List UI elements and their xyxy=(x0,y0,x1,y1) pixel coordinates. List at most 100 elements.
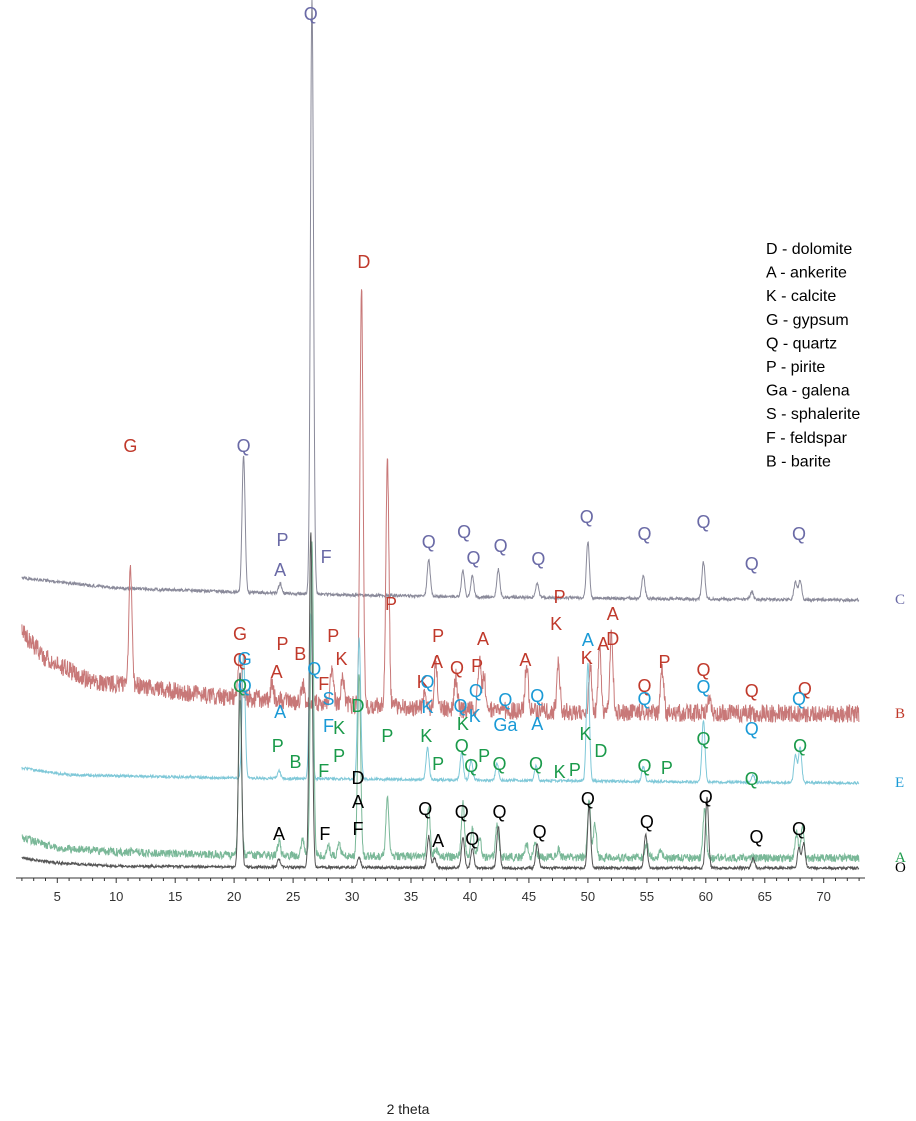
peak-label: K xyxy=(581,648,593,668)
series-label-E: E xyxy=(895,775,904,791)
peak-label: Q xyxy=(498,690,512,710)
peak-label: Q xyxy=(637,689,651,709)
peak-label: A xyxy=(519,650,531,670)
peak-label: A xyxy=(274,702,286,722)
x-axis: 5 10 15 20 25 30 35 40 45 50 55 60 65 70 xyxy=(16,877,865,904)
peak-label: Q xyxy=(450,658,464,678)
x-tick-label: 30 xyxy=(345,889,359,904)
legend-entry: P - pirite xyxy=(766,359,825,376)
peak-label: A xyxy=(432,831,444,851)
peak-label: P xyxy=(661,758,673,778)
peak-label: Q xyxy=(696,660,710,680)
legend-entry: Ga - galena xyxy=(766,383,850,400)
trace-B xyxy=(21,289,860,724)
peak-label: A xyxy=(352,792,364,812)
peak-label: K xyxy=(469,706,481,726)
x-tick-label: 45 xyxy=(522,889,536,904)
peak-label: Q xyxy=(745,554,759,574)
legend-entry: A - ankerite xyxy=(766,265,847,282)
series-labels: C B E AO xyxy=(895,592,906,876)
x-tick-label: 15 xyxy=(168,889,182,904)
peak-label: K xyxy=(417,672,429,692)
peak-label: F xyxy=(318,674,329,694)
peak-label: Q xyxy=(469,681,483,701)
peak-label: Q xyxy=(637,756,651,776)
legend-entry: D - dolomite xyxy=(766,241,852,258)
trace-E xyxy=(21,613,860,786)
peak-label: F xyxy=(319,824,330,844)
legend-entry: Q - quartz xyxy=(766,335,837,352)
peak-label: P xyxy=(333,746,345,766)
x-tick-label: 40 xyxy=(463,889,477,904)
peak-label: K xyxy=(550,614,562,634)
peak-label: P xyxy=(432,754,444,774)
peak-label: K xyxy=(457,714,469,734)
peak-label: A xyxy=(597,634,609,654)
peak-label: Q xyxy=(529,754,543,774)
peak-label: D xyxy=(606,629,619,649)
legend-entry: B - barite xyxy=(766,453,831,470)
peak-label: Q xyxy=(581,789,595,809)
peak-label: A xyxy=(274,560,286,580)
peak-label: G xyxy=(238,649,252,669)
x-tick-label: 20 xyxy=(227,889,241,904)
peak-label: D xyxy=(357,252,370,272)
series-label-C: C xyxy=(895,592,905,608)
peak-label: Q xyxy=(457,522,471,542)
peak-label: B xyxy=(294,644,306,664)
peak-label: S xyxy=(322,689,334,709)
x-tick-label: 70 xyxy=(816,889,830,904)
peak-label: Q xyxy=(492,754,506,774)
peak-label: F xyxy=(318,761,329,781)
legend: D - dolomite A - ankerite K - calcite G - g… xyxy=(766,241,860,470)
legend-entry: S - sphalerite xyxy=(766,406,860,423)
peak-label: Q xyxy=(420,672,434,692)
peak-label: Q xyxy=(792,689,806,709)
peak-label: Q xyxy=(792,819,806,839)
peak-label: Q xyxy=(237,436,251,456)
legend-entry: G - gypsum xyxy=(766,312,849,329)
peak-label: A xyxy=(431,652,443,672)
peak-label: Q xyxy=(531,549,545,569)
peak-label: P xyxy=(276,530,288,550)
peak-label: P xyxy=(381,726,393,746)
peak-label: Q xyxy=(453,696,467,716)
peak-label: Q xyxy=(640,812,654,832)
peak-label: Q xyxy=(637,524,651,544)
peak-label: Q xyxy=(696,512,710,532)
series-label-A: A xyxy=(895,850,906,866)
peak-label: P xyxy=(554,587,566,607)
peak-label: Ga xyxy=(493,715,518,735)
peak-label: Q xyxy=(745,769,759,789)
trace-A xyxy=(21,541,860,864)
legend-entry: K - calcite xyxy=(766,288,836,305)
peak-label: P xyxy=(272,736,284,756)
peak-label: Q xyxy=(307,659,321,679)
x-tick-label: 50 xyxy=(581,889,595,904)
peak-label: Q xyxy=(465,829,479,849)
peak-label: Q xyxy=(304,4,318,24)
peak-label: D xyxy=(352,768,365,788)
peak-label: K xyxy=(335,649,347,669)
peak-label: P xyxy=(478,746,490,766)
x-tick-label: 35 xyxy=(404,889,418,904)
peak-label: Q xyxy=(637,676,651,696)
x-tick-label: 65 xyxy=(758,889,772,904)
series-label-B: B xyxy=(895,706,905,722)
peak-label: Q xyxy=(745,681,759,701)
peak-label: A xyxy=(582,630,594,650)
peak-label: Q xyxy=(696,729,710,749)
legend-entry: F - feldspar xyxy=(766,430,848,447)
peak-label: D xyxy=(594,741,607,761)
peak-label: F xyxy=(321,547,332,567)
peak-label: P xyxy=(471,656,483,676)
peak-label: Q xyxy=(580,507,594,527)
peak-label: Q xyxy=(492,802,506,822)
x-tick-label: 10 xyxy=(109,889,123,904)
peak-label: Q xyxy=(530,686,544,706)
peak-label: F xyxy=(323,716,334,736)
peak-label: Q xyxy=(418,799,432,819)
peak-label: G xyxy=(233,624,247,644)
